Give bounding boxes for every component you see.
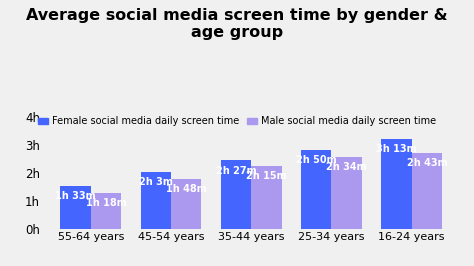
Text: 2h 34m: 2h 34m bbox=[327, 162, 367, 172]
Bar bbox=[251, 166, 282, 229]
Bar bbox=[171, 178, 201, 229]
Bar bbox=[411, 153, 442, 229]
Bar bbox=[221, 160, 251, 229]
Bar bbox=[331, 157, 362, 229]
Text: 2h 43m: 2h 43m bbox=[407, 158, 447, 168]
Bar bbox=[140, 172, 171, 229]
Text: 2h 15m: 2h 15m bbox=[246, 171, 287, 181]
Text: 3h 13m: 3h 13m bbox=[376, 144, 417, 154]
Text: Average social media screen time by gender &
age group: Average social media screen time by gend… bbox=[26, 8, 448, 40]
Text: 2h 50m: 2h 50m bbox=[296, 155, 337, 165]
Bar bbox=[60, 186, 91, 229]
Text: 2h 3m: 2h 3m bbox=[139, 177, 173, 187]
Legend: Female social media daily screen time, Male social media daily screen time: Female social media daily screen time, M… bbox=[35, 113, 439, 130]
Text: 1h 18m: 1h 18m bbox=[86, 198, 127, 207]
Text: 1h 33m: 1h 33m bbox=[55, 190, 96, 201]
Bar bbox=[381, 139, 411, 229]
Bar bbox=[91, 193, 121, 229]
Text: 1h 48m: 1h 48m bbox=[166, 184, 207, 194]
Bar bbox=[301, 150, 331, 229]
Text: 2h 27m: 2h 27m bbox=[216, 165, 256, 176]
